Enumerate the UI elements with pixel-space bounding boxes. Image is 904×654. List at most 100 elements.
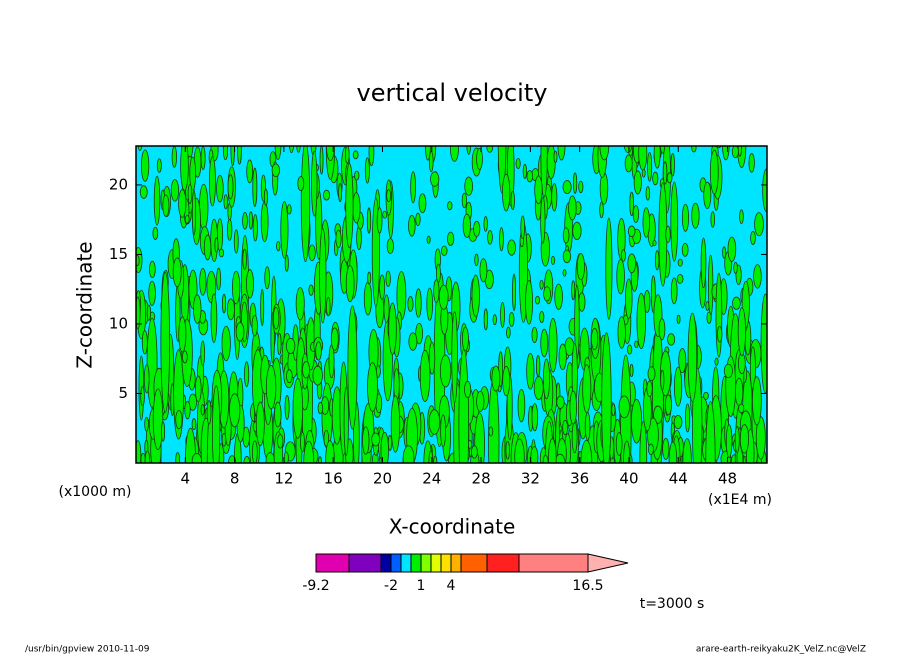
contour-region [171, 146, 178, 168]
contour-region [483, 308, 488, 331]
contour-region [572, 172, 578, 194]
contour-region [194, 375, 202, 403]
contour-region [464, 176, 474, 196]
contour-region [440, 245, 448, 256]
contour-region [616, 127, 620, 136]
contour-region [707, 254, 714, 317]
contour-region [734, 426, 740, 453]
contour-region [428, 409, 441, 435]
contour-region [352, 150, 359, 160]
contour-region [739, 424, 749, 454]
contour-region [476, 390, 485, 413]
contour-region [317, 401, 324, 415]
contour-region [599, 146, 610, 161]
contour-region [315, 341, 322, 361]
contour-region [542, 358, 550, 400]
contour-region [617, 316, 626, 349]
contour-region [223, 194, 228, 210]
contour-region [419, 349, 431, 403]
contour-region [160, 421, 166, 442]
contour-region [553, 150, 558, 163]
contour-region [471, 445, 478, 459]
contour-region [714, 357, 719, 366]
x-tick-label: 36 [570, 470, 589, 488]
contour-region [699, 125, 703, 145]
contour-region [206, 399, 212, 425]
x-unit: (x1000 m) [59, 484, 132, 500]
contour-region [148, 280, 156, 306]
contour-region [143, 364, 150, 394]
contour-region [160, 271, 170, 413]
x-tick-label: 20 [373, 470, 392, 488]
contour-region [738, 403, 745, 414]
contour-region [386, 189, 392, 203]
contour-region [629, 191, 634, 216]
contour-region [272, 307, 280, 330]
contour-region [260, 201, 269, 243]
contour-region [438, 284, 449, 310]
contour-region [662, 437, 670, 460]
contour-region [212, 385, 221, 463]
contour-region [222, 146, 229, 161]
contour-region [289, 146, 295, 154]
contour-region [447, 231, 455, 246]
contour-region [418, 193, 427, 214]
contour-region [251, 315, 258, 337]
contour-region [379, 274, 386, 300]
contour-region [252, 214, 258, 242]
contour-region [246, 269, 254, 299]
contour-region [371, 432, 381, 447]
contour-region [534, 175, 543, 205]
y-tick-label: 20 [109, 175, 128, 193]
contour-region [200, 146, 206, 170]
contour-region [539, 279, 544, 290]
contour-region [715, 272, 723, 358]
colorbar-segment [420, 553, 432, 573]
contour-region [666, 172, 673, 184]
x-tick-label: 48 [718, 470, 737, 488]
contour-region [233, 229, 239, 254]
contour-region [562, 249, 572, 264]
x-tick-label: 8 [230, 470, 240, 488]
contour-region [535, 355, 541, 377]
contour-region [246, 159, 254, 184]
contour-region [543, 286, 551, 302]
contour-region [264, 266, 271, 290]
contour-region [184, 214, 190, 224]
contour-region [660, 369, 665, 391]
contour-region [221, 433, 227, 447]
contour-region [530, 446, 539, 463]
contour-region [402, 445, 415, 463]
contour-region [709, 149, 719, 195]
contour-region [636, 292, 647, 350]
contour-region [260, 288, 265, 327]
contour-region [274, 146, 282, 161]
x-tick-label: 28 [472, 470, 491, 488]
contour-region [380, 431, 389, 463]
contour-region [681, 242, 689, 257]
contour-region [681, 203, 690, 232]
contour-region [136, 296, 141, 330]
contour-region [599, 201, 604, 219]
contour-region [426, 287, 433, 321]
contour-region [582, 364, 592, 414]
contour-region [601, 332, 612, 463]
contour-region [390, 395, 401, 453]
contour-region [386, 238, 394, 254]
contour-region [232, 270, 241, 305]
contour-region [170, 179, 180, 202]
contour-region [648, 443, 654, 456]
contour-region [676, 314, 681, 324]
contour-region [144, 450, 151, 463]
contour-region [368, 146, 375, 167]
x-tick-label: 44 [669, 470, 688, 488]
contour-region [162, 194, 170, 217]
contour-region [691, 146, 697, 153]
contour-region [242, 212, 248, 230]
contour-region [721, 146, 730, 161]
contour-region [533, 376, 544, 400]
contour-region [645, 186, 651, 201]
x-tick-label: 40 [619, 470, 638, 488]
contour-region [531, 326, 538, 343]
contour-region [322, 189, 331, 201]
